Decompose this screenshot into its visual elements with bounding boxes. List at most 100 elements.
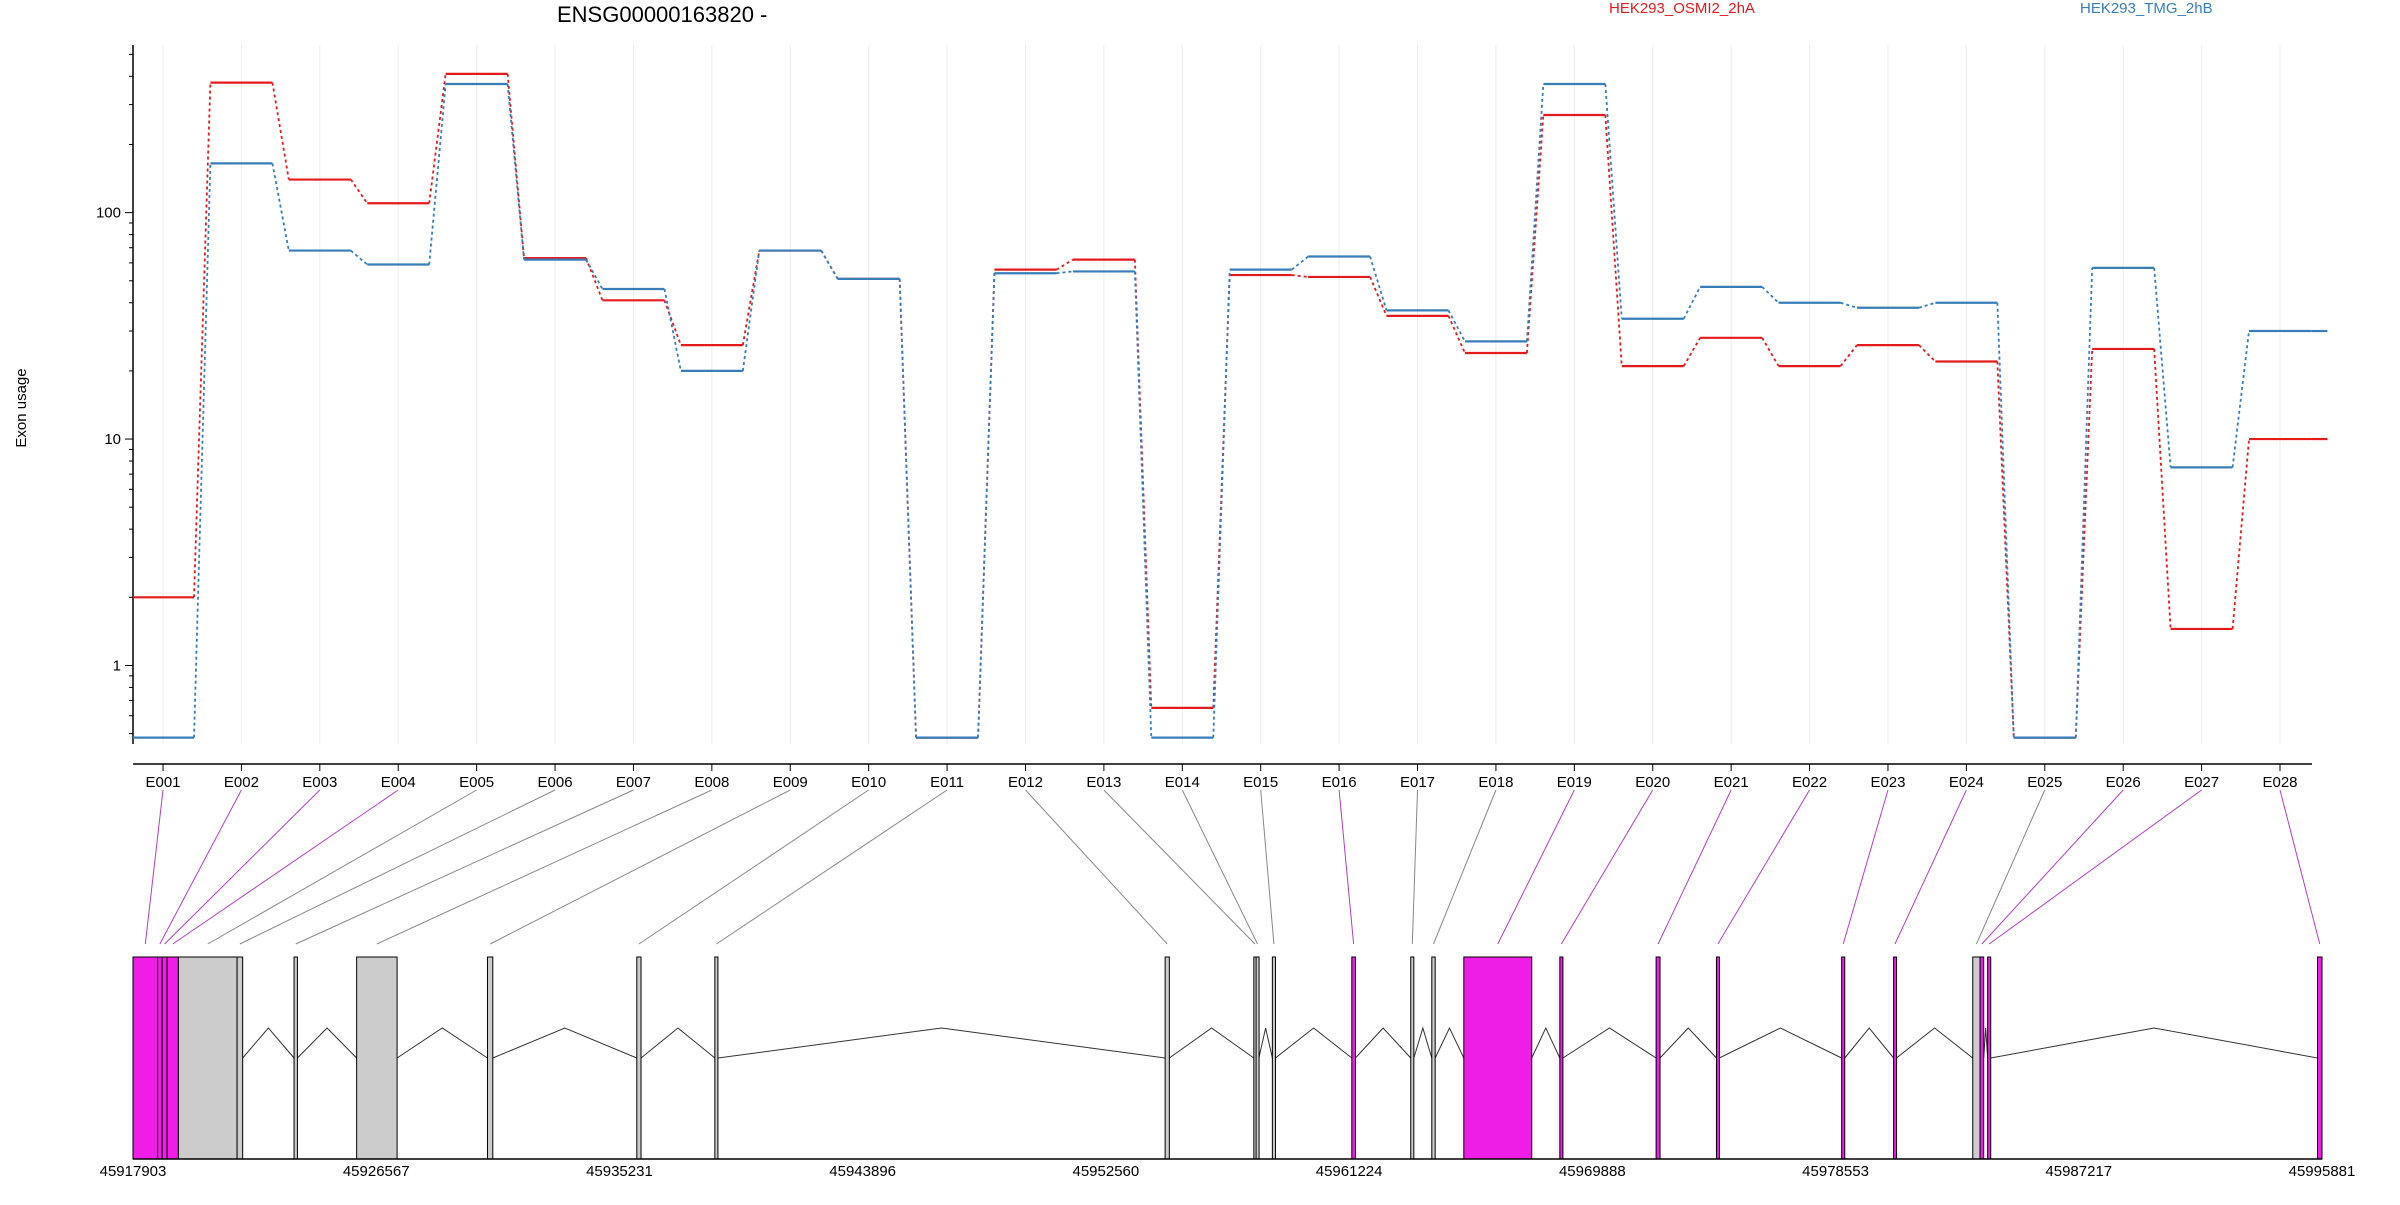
x-tick-label: E024 bbox=[1949, 774, 1984, 791]
intron-line bbox=[1844, 1027, 1894, 1059]
exon-link-line bbox=[295, 789, 634, 945]
exon-link-line bbox=[1981, 789, 2124, 945]
series-2-connector bbox=[193, 163, 212, 738]
exon-link-line bbox=[207, 789, 477, 945]
x-tick-label: E026 bbox=[2106, 774, 2141, 791]
exon-link-line bbox=[1338, 789, 1355, 945]
x-tick-label: E021 bbox=[1714, 774, 1749, 791]
chart-title: ENSG00000163820 - bbox=[557, 2, 768, 27]
series-1-connector bbox=[1056, 258, 1074, 271]
series-2-connector bbox=[741, 250, 761, 372]
exon-link-line bbox=[164, 789, 321, 945]
exon-box bbox=[1972, 956, 1981, 1160]
exon-link-line bbox=[159, 789, 242, 945]
x-tick-label: E017 bbox=[1400, 774, 1435, 791]
exon-box bbox=[132, 956, 159, 1160]
coordinate-tick-label: 45943896 bbox=[829, 1163, 896, 1180]
series-2-connector bbox=[1840, 301, 1858, 309]
y-tick-label: 1 bbox=[113, 657, 121, 674]
exon-link-line bbox=[239, 789, 556, 945]
series-2-connector bbox=[1056, 270, 1073, 275]
intron-line bbox=[1169, 1027, 1255, 1059]
exon-box bbox=[2316, 956, 2323, 1160]
x-tick-label: E027 bbox=[2184, 774, 2219, 791]
exon-box bbox=[1655, 956, 1661, 1160]
x-tick-label: E003 bbox=[302, 774, 337, 791]
intron-line bbox=[1990, 1027, 2318, 1059]
intron-line bbox=[1562, 1027, 1657, 1059]
series-2-connector bbox=[663, 288, 682, 372]
x-tick-label: E022 bbox=[1792, 774, 1827, 791]
series-1-connector bbox=[1291, 274, 1309, 278]
exon-link-line bbox=[144, 789, 164, 945]
series-1-connector bbox=[2074, 348, 2094, 738]
series-2-connector bbox=[1133, 271, 1153, 738]
exon-link-line bbox=[376, 789, 713, 945]
series-2-connector bbox=[271, 163, 290, 251]
exon-link-line bbox=[638, 789, 869, 945]
coordinate-tick-label: 45926567 bbox=[343, 1163, 410, 1180]
series-2-connector bbox=[2153, 267, 2172, 468]
series-1-connector bbox=[350, 179, 368, 204]
exon-link-line bbox=[1842, 789, 1889, 945]
exon-link-line bbox=[1025, 789, 1168, 945]
x-tick-label: E012 bbox=[1008, 774, 1043, 791]
series-2-connector bbox=[820, 250, 839, 280]
intron-line bbox=[242, 1027, 295, 1059]
intron-line bbox=[396, 1027, 488, 1059]
x-tick-label: E014 bbox=[1165, 774, 1200, 791]
exon-box bbox=[1410, 956, 1415, 1160]
exon-link-line bbox=[1181, 789, 1258, 945]
intron-line bbox=[1531, 1026, 1561, 1059]
intron-line bbox=[1719, 1027, 1842, 1059]
exon-box bbox=[161, 956, 168, 1160]
series-1-connector bbox=[271, 82, 290, 180]
intron-line bbox=[1413, 1026, 1433, 1059]
exon-box bbox=[1559, 956, 1564, 1160]
exon-box bbox=[293, 956, 298, 1160]
intron-line bbox=[492, 1027, 638, 1059]
series-2-connector bbox=[898, 278, 917, 738]
exon-box bbox=[1431, 956, 1436, 1160]
series-1-connector bbox=[2231, 438, 2250, 630]
exon-link-line bbox=[489, 789, 791, 945]
exon-link-line bbox=[716, 789, 948, 945]
x-tick-label: E004 bbox=[381, 774, 416, 791]
exon-link-line bbox=[1260, 789, 1275, 945]
exon-link-line bbox=[172, 789, 399, 945]
x-tick-label: E028 bbox=[2262, 774, 2297, 791]
exon-box bbox=[177, 956, 238, 1160]
exon-box bbox=[1164, 956, 1170, 1160]
series-1-connector bbox=[428, 73, 447, 204]
coordinate-tick-label: 45995881 bbox=[2289, 1163, 2356, 1180]
series-1-connector bbox=[1526, 114, 1545, 354]
series-1-connector bbox=[1761, 337, 1780, 367]
coordinate-tick-label: 45952560 bbox=[1073, 1163, 1140, 1180]
exon-link-line bbox=[1411, 789, 1419, 945]
x-tick-label: E025 bbox=[2027, 774, 2062, 791]
series-2-connector bbox=[1918, 301, 1936, 309]
y-tick-label: 100 bbox=[96, 205, 121, 222]
series-1-connector bbox=[820, 250, 839, 280]
intron-line bbox=[297, 1027, 358, 1059]
x-tick-label: E009 bbox=[773, 774, 808, 791]
exon-link-line bbox=[1560, 789, 1654, 945]
coordinate-tick-label: 45917903 bbox=[100, 1163, 167, 1180]
series-1-connector bbox=[585, 257, 604, 301]
x-tick-label: E018 bbox=[1478, 774, 1513, 791]
exon-box bbox=[157, 956, 163, 1160]
exon-link-line bbox=[1433, 789, 1497, 945]
exon-box bbox=[1893, 956, 1898, 1160]
series-2-connector bbox=[1291, 255, 1309, 271]
exon-box bbox=[1351, 956, 1356, 1160]
exon-link-line bbox=[1988, 789, 2202, 945]
intron-line bbox=[640, 1027, 716, 1059]
exon-link-line bbox=[1975, 789, 2046, 945]
coordinate-tick-label: 45961224 bbox=[1316, 1163, 1383, 1180]
x-tick-label: E016 bbox=[1322, 774, 1357, 791]
x-tick-label: E020 bbox=[1635, 774, 1670, 791]
series-2-connector bbox=[1447, 309, 1466, 342]
exon-box bbox=[236, 956, 244, 1160]
